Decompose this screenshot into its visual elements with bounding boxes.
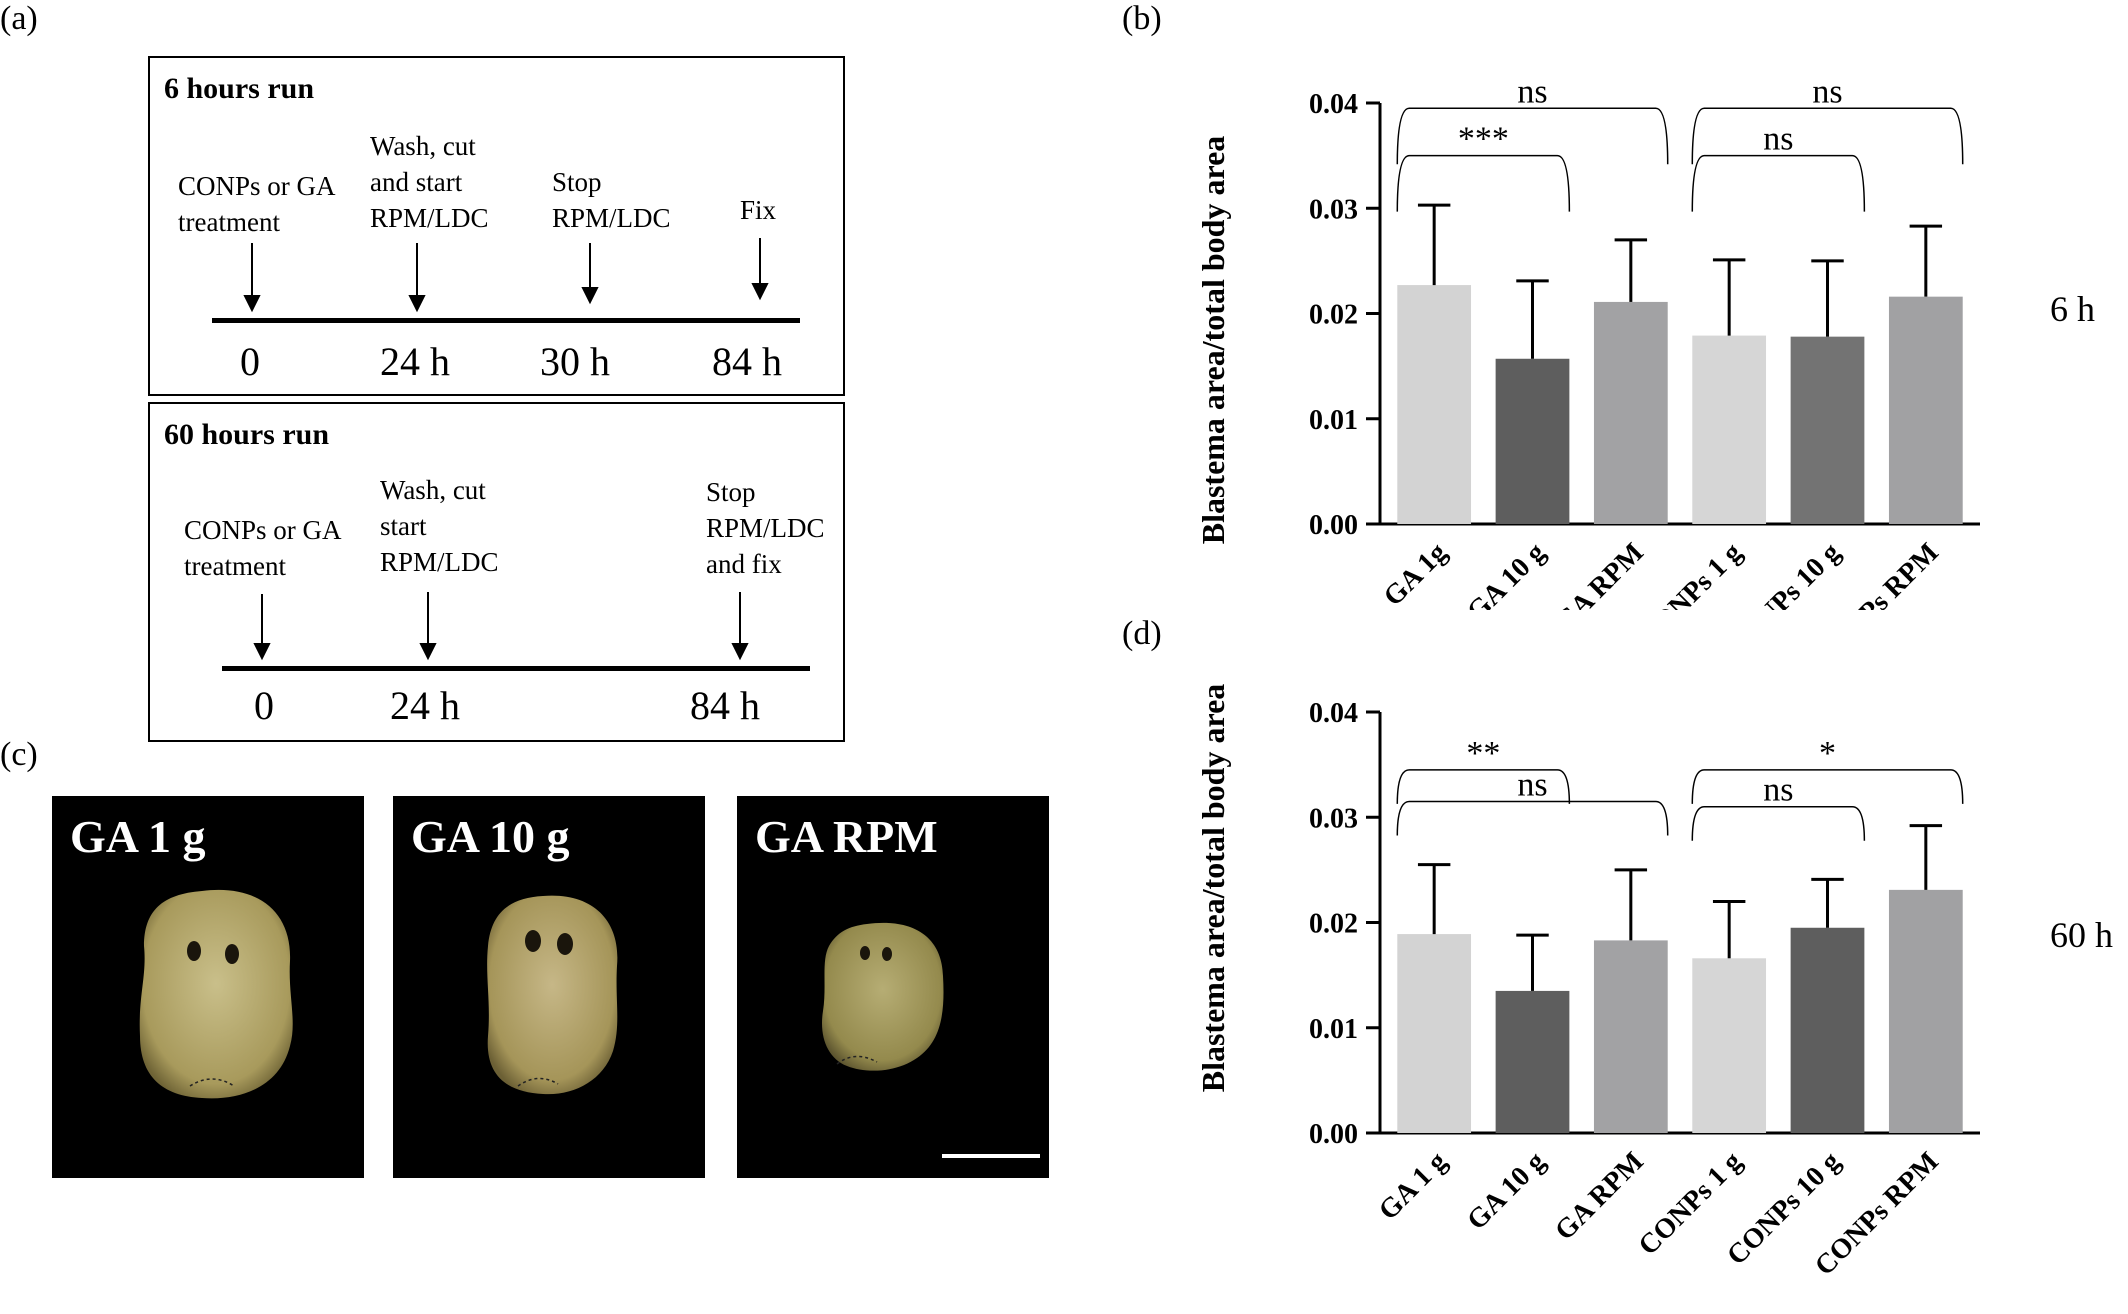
timeline-6h-box: 6 hours run CONPs or GA treatment Wash, … [148, 56, 845, 396]
y-tick-label: 0.02 [1309, 909, 1358, 940]
x-tick-label: GA RPM [1549, 1146, 1650, 1247]
timeline-event-text: Wash, cut start RPM/LDC [380, 475, 499, 577]
y-axis-label: Blastema area/total body area [1195, 136, 1231, 545]
timeline-tick: 24 h [380, 339, 450, 384]
planarian-image-ga-1g: GA 1 g [52, 796, 364, 1178]
significance-label: ** [1466, 735, 1500, 772]
timeline-tick: 0 [254, 683, 274, 728]
planarian-specimen [487, 895, 618, 1095]
significance-bracket [1396, 107, 1669, 165]
significance-label: ns [1812, 73, 1842, 110]
significance-bracket [1396, 769, 1571, 804]
timeline-event-text: Fix [740, 195, 777, 225]
timeline-tick: 84 h [690, 683, 760, 728]
bar [1692, 958, 1767, 1133]
timeline-axis [212, 318, 800, 323]
bar [1888, 889, 1963, 1133]
time-label-6h: 6 h [2050, 289, 2095, 329]
panel-label-d: (d) [1122, 615, 1162, 652]
timeline-event-text: Wash, cut and start RPM/LDC [370, 131, 489, 233]
significance-bracket [1691, 769, 1964, 804]
timeline-event-text: CONPs or GA treatment [178, 171, 336, 237]
y-tick-label: 0.03 [1309, 803, 1358, 834]
planarian-specimen [139, 889, 293, 1099]
bar-chart-60h: Blastema area/total body area 0.00 0.01 0.… [1195, 684, 1980, 1282]
timeline-event-text: CONPs or GA treatment [184, 515, 342, 581]
x-tick-label: GA 1g [1378, 537, 1453, 610]
scale-bar [942, 1154, 1040, 1158]
planarian-image-ga-10g: GA 10 g [393, 796, 705, 1178]
y-tick-label: 0.04 [1309, 89, 1358, 120]
significance-bracket [1396, 154, 1571, 212]
x-tick-label: GA RPM [1549, 537, 1650, 610]
significance-label: ns [1763, 772, 1793, 809]
significance-bracket [1691, 154, 1866, 212]
bar [1790, 336, 1865, 524]
timeline-event-text: Stop RPM/LDC [552, 167, 671, 233]
bar [1397, 285, 1472, 524]
timeline-axis [222, 666, 810, 671]
x-tick-label: CONPs 10 g [1721, 537, 1846, 610]
y-axis-label: Blastema area/total body area [1195, 684, 1231, 1093]
timeline-tick: 84 h [712, 339, 782, 384]
y-tick-label: 0.01 [1309, 405, 1358, 436]
bar [1790, 927, 1865, 1133]
timeline-tick: 24 h [390, 683, 460, 728]
timeline-tick: 30 h [540, 339, 610, 384]
bar [1593, 301, 1668, 524]
timeline-tick: 0 [240, 339, 260, 384]
timeline-arrows [253, 592, 749, 661]
significance-label: *** [1458, 121, 1509, 158]
x-tick-label: CONPs 1 g [1633, 537, 1748, 610]
timeline-arrows [243, 238, 769, 313]
bar [1692, 335, 1767, 524]
timeline-event-text: Stop RPM/LDC and fix [706, 477, 825, 579]
image-label: GA RPM [755, 811, 938, 862]
panel-label-c: (c) [0, 736, 38, 773]
panel-label-b: (b) [1122, 0, 1162, 37]
bar [1888, 296, 1963, 524]
planarian-image-ga-rpm: GA RPM [737, 796, 1049, 1178]
bar [1397, 934, 1472, 1133]
y-tick-label: 0.04 [1309, 698, 1358, 729]
significance-bracket [1691, 805, 1866, 841]
x-tick-label: GA 10 g [1461, 1146, 1551, 1236]
y-tick-label: 0.00 [1309, 510, 1358, 541]
bar [1495, 358, 1570, 524]
significance-label: ns [1763, 121, 1793, 158]
y-tick-label: 0.03 [1309, 194, 1358, 225]
image-label: GA 1 g [70, 811, 206, 862]
significance-label: * [1819, 735, 1836, 772]
time-label-60h: 60 h [2050, 915, 2113, 955]
timeline-title: 60 hours run [164, 418, 330, 451]
y-tick-label: 0.00 [1309, 1119, 1358, 1150]
y-tick-label: 0.01 [1309, 1014, 1358, 1045]
y-tick-label: 0.02 [1309, 300, 1358, 331]
image-label: GA 10 g [411, 811, 570, 862]
planarian-specimen [822, 922, 944, 1071]
x-tick-label: GA 1 g [1373, 1146, 1453, 1226]
timeline-60h-box: 60 hours run CONPs or GA treatment Wash,… [148, 402, 845, 742]
significance-bracket [1396, 800, 1669, 836]
x-tick-label: GA 10 g [1461, 537, 1551, 610]
panel-label-a: (a) [0, 0, 38, 37]
significance-bracket [1691, 107, 1964, 165]
timeline-title: 6 hours run [164, 72, 315, 105]
bar-chart-6h: Blastema area/total body area 0.00 0.01 0.… [1195, 73, 1980, 610]
significance-label: ns [1517, 766, 1547, 803]
bar [1593, 940, 1668, 1133]
significance-label: ns [1517, 73, 1547, 110]
bar [1495, 990, 1570, 1133]
